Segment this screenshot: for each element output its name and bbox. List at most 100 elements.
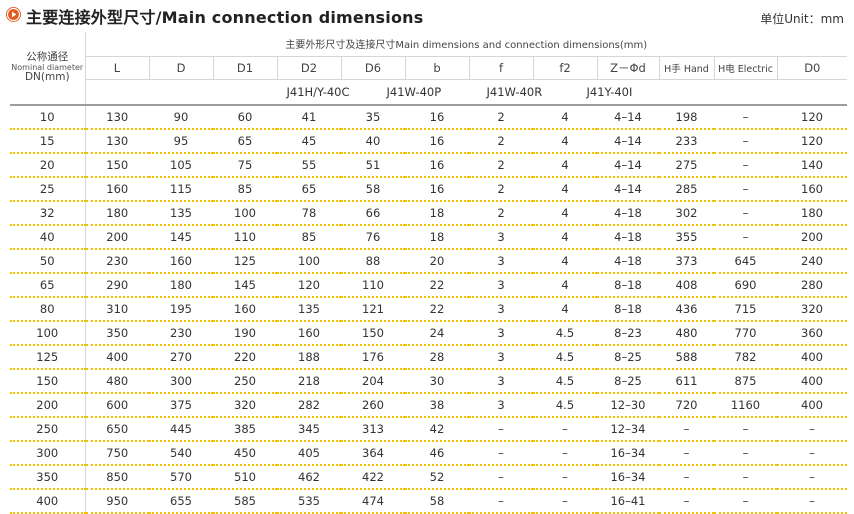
column-header: f — [468, 56, 533, 80]
table-cell: 240 — [777, 248, 848, 274]
table-cell: 16–41 — [597, 488, 659, 514]
dn-cell: 50 — [10, 248, 86, 274]
table-cell: – — [714, 152, 777, 178]
table-cell: – — [714, 176, 777, 202]
table-cell: 8–25 — [597, 368, 659, 394]
table-cell: 78 — [277, 200, 341, 226]
table-cell: 220 — [213, 344, 277, 370]
table-cell: 90 — [149, 104, 213, 130]
dn-cell: 32 — [10, 200, 86, 226]
table-cell: 364 — [341, 440, 405, 466]
table-cell: – — [777, 464, 848, 490]
table-cell: 188 — [277, 344, 341, 370]
table-cell: 375 — [149, 392, 213, 418]
table-cell: 38 — [405, 392, 469, 418]
table-cell: 270 — [149, 344, 213, 370]
table-cell: – — [533, 464, 597, 490]
dn-cell: 250 — [10, 416, 86, 442]
table-cell: 140 — [777, 152, 848, 178]
table-cell: 585 — [213, 488, 277, 514]
table-cell: – — [777, 488, 848, 514]
table-cell: 474 — [341, 488, 405, 514]
table-cell: 110 — [213, 224, 277, 250]
page-title: 主要连接外型尺寸/Main connection dimensions — [26, 8, 424, 27]
table-row: 300 750 540 450 405 364 46– –16–34– – – — [10, 440, 848, 466]
table-cell: 2 — [469, 200, 533, 226]
table-cell: 233 — [659, 128, 714, 154]
table-cell: 450 — [213, 440, 277, 466]
table-row: 80 310 195 160 135 121 22 3 4 8–18 436 715 320 — [10, 296, 848, 322]
table-cell: 782 — [714, 344, 777, 370]
title-bar: 主要连接外型尺寸/Main connection dimensions 单位Un… — [6, 3, 848, 29]
table-cell: 105 — [149, 152, 213, 178]
column-header: L — [85, 56, 149, 80]
table-row: 15 130 95 65 45 40 16 2 4 4–14 233–120 — [10, 128, 848, 154]
table-cell: 4 — [533, 224, 597, 250]
table-cell: 8–25 — [597, 344, 659, 370]
table-cell: 480 — [85, 368, 149, 394]
table-row: 100 350 230 190 160 150 24 3 4.5 8–23 480 770 360 — [10, 320, 848, 346]
table-cell: 12–30 — [597, 392, 659, 418]
table-cell: 145 — [149, 224, 213, 250]
dimensions-table: 公称通径 Nominal diameter DN(mm) 主要外形尺寸及连接尺寸… — [10, 32, 848, 514]
table-cell: 115 — [149, 176, 213, 202]
table-cell: 302 — [659, 200, 714, 226]
table-cell: 4 — [533, 152, 597, 178]
models-row: J41H/Y-40C J41W-40P J41W-40R J41Y-40I — [85, 79, 847, 105]
table-cell: 1160 — [714, 392, 777, 418]
table-cell: 250 — [213, 368, 277, 394]
table-cell: 58 — [405, 488, 469, 514]
table-cell: 4–14 — [597, 152, 659, 178]
table-cell: – — [533, 488, 597, 514]
column-header: D2 — [276, 56, 341, 80]
table-row: 150 480 300 250 218 204 30 3 4.5 8–25 611 875 400 — [10, 368, 848, 394]
unit-label: 单位Unit：mm — [760, 12, 844, 26]
table-cell: 30 — [405, 368, 469, 394]
table-cell: 160 — [777, 176, 848, 202]
table-row: 25 160 115 85 65 58 16 2 4 4–14 285–160 — [10, 176, 848, 202]
table-cell: 275 — [659, 152, 714, 178]
table-cell: – — [714, 416, 777, 442]
table-cell: 405 — [277, 440, 341, 466]
dn-cell: 25 — [10, 176, 86, 202]
dn-cell: 150 — [10, 368, 86, 394]
table-cell: 150 — [341, 320, 405, 346]
table-cell: – — [714, 104, 777, 130]
table-cell: 4.5 — [533, 320, 597, 346]
table-cell: 400 — [85, 344, 149, 370]
table-cell: 4 — [533, 128, 597, 154]
table-cell: 2 — [469, 104, 533, 130]
table-cell: 85 — [277, 224, 341, 250]
table-cell: 8–18 — [597, 296, 659, 322]
table-cell: 180 — [85, 200, 149, 226]
table-cell: 2 — [469, 176, 533, 202]
table-cell: 4–18 — [597, 200, 659, 226]
table-cell: – — [469, 440, 533, 466]
dn-label-cn: 公称通径 — [26, 51, 69, 64]
dn-cell: 40 — [10, 224, 86, 250]
table-cell: 45 — [277, 128, 341, 154]
table-cell: 65 — [277, 176, 341, 202]
table-cell: 510 — [213, 464, 277, 490]
table-cell: 120 — [777, 104, 848, 130]
table-cell: 218 — [277, 368, 341, 394]
table-cell: 195 — [149, 296, 213, 322]
table-cell: 95 — [149, 128, 213, 154]
table-cell: 8–23 — [597, 320, 659, 346]
table-body: 10 130 90 60 41 35 16 2 4 4–14 198–120 15 130 95 65 45 4… — [10, 104, 848, 514]
table-cell: – — [714, 200, 777, 226]
dn-cell: 100 — [10, 320, 86, 346]
table-cell: 400 — [777, 368, 848, 394]
table-cell: 4.5 — [533, 392, 597, 418]
column-header: H电 Electric — [713, 56, 777, 80]
table-cell: 230 — [149, 320, 213, 346]
table-cell: 125 — [213, 248, 277, 274]
table-cell: 160 — [149, 248, 213, 274]
table-row: 32 180 135 100 78 66 18 2 4 4–18 302–180 — [10, 200, 848, 226]
table-cell: 400 — [777, 344, 848, 370]
table-cell: 950 — [85, 488, 149, 514]
table-cell: 3 — [469, 368, 533, 394]
table-cell: 645 — [714, 248, 777, 274]
table-cell: – — [659, 488, 714, 514]
table-cell: 720 — [659, 392, 714, 418]
